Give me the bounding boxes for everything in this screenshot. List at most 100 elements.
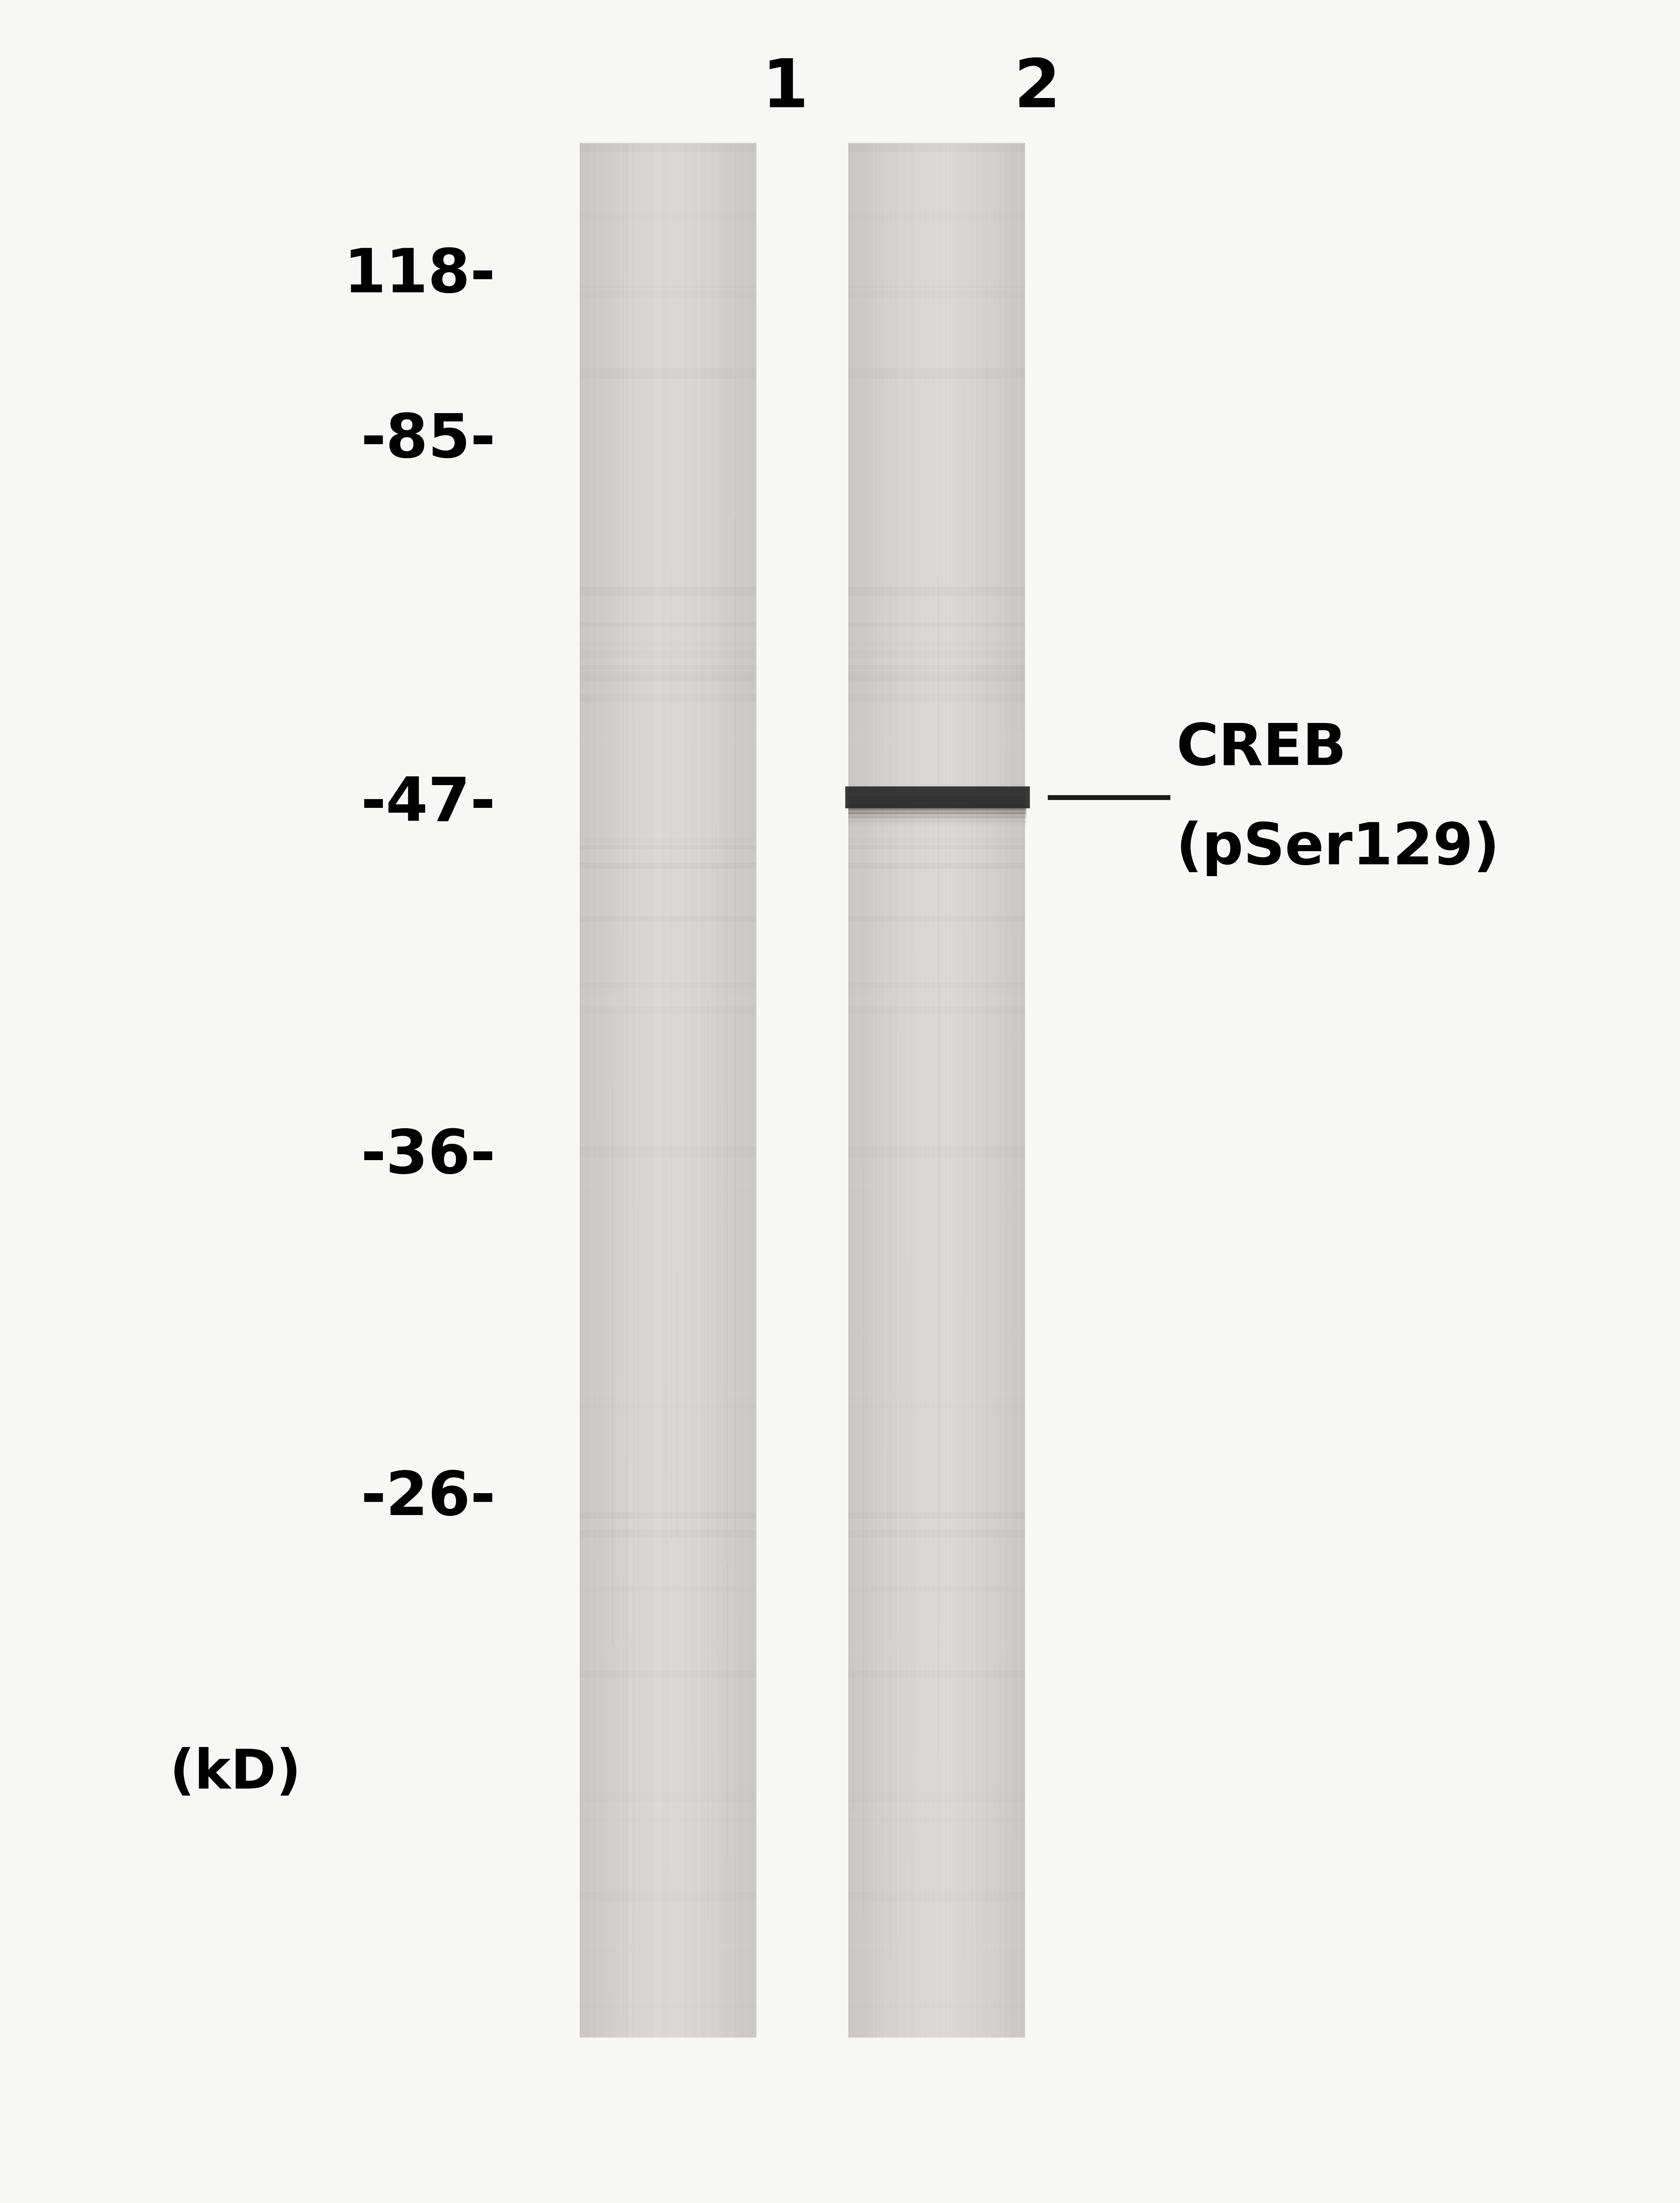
Bar	[909, 143, 911, 2038]
Bar	[848, 672, 1025, 681]
Bar	[627, 143, 628, 2038]
Bar	[890, 143, 892, 2038]
Bar	[670, 143, 672, 2038]
Bar	[580, 694, 756, 701]
Bar	[672, 143, 674, 2038]
Bar	[600, 143, 601, 2038]
Bar	[580, 214, 756, 223]
Bar	[643, 143, 647, 2038]
Bar	[973, 143, 974, 2038]
Bar	[580, 1357, 756, 1366]
Bar	[917, 143, 919, 2038]
Bar	[848, 284, 1025, 289]
Bar	[1001, 143, 1003, 2038]
Bar	[864, 143, 865, 2038]
Bar	[690, 143, 692, 2038]
Bar	[1018, 143, 1021, 2038]
Bar	[848, 2022, 1025, 2025]
Bar	[848, 1146, 1025, 1157]
Bar	[848, 1068, 1025, 1073]
Bar	[1003, 143, 1005, 2038]
Bar	[996, 143, 998, 2038]
Bar	[848, 983, 1025, 987]
Bar	[1013, 143, 1015, 2038]
Bar	[596, 143, 598, 2038]
Bar	[580, 1672, 756, 1679]
Bar	[914, 143, 916, 2038]
Bar	[848, 1828, 1025, 1833]
Bar	[848, 590, 1025, 595]
Bar	[580, 864, 756, 868]
Bar	[754, 143, 756, 2038]
Bar	[897, 143, 899, 2038]
Bar	[906, 143, 907, 2038]
Bar	[848, 1791, 1025, 1802]
Bar	[736, 143, 738, 2038]
Bar	[709, 143, 711, 2038]
Bar	[877, 143, 879, 2038]
Bar	[679, 143, 682, 2038]
Bar	[712, 143, 714, 2038]
Bar	[848, 143, 850, 2038]
Bar	[588, 143, 590, 2038]
Bar	[984, 143, 986, 2038]
Bar	[850, 143, 852, 2038]
Bar	[902, 143, 904, 2038]
Bar	[932, 143, 934, 2038]
Bar	[853, 143, 855, 2038]
Bar	[580, 586, 756, 597]
Bar	[1006, 143, 1010, 2038]
Bar	[986, 143, 988, 2038]
Text: -36-: -36-	[361, 1128, 496, 1185]
Bar	[971, 143, 974, 2038]
Bar	[732, 143, 734, 2038]
Bar	[719, 143, 721, 2038]
Bar	[936, 143, 937, 2038]
Bar	[580, 143, 581, 2038]
Bar	[848, 1672, 1025, 1679]
Bar	[739, 143, 741, 2038]
Bar	[848, 1892, 1025, 1895]
Bar	[580, 1943, 756, 1950]
Bar	[848, 698, 1025, 701]
Bar	[948, 143, 951, 2038]
Bar	[944, 143, 946, 2038]
Bar	[988, 143, 990, 2038]
Bar	[580, 1828, 756, 1833]
Bar	[858, 143, 860, 2038]
Bar	[959, 143, 961, 2038]
Bar	[722, 143, 724, 2038]
Bar	[1015, 143, 1016, 2038]
Bar	[580, 1586, 756, 1593]
Bar	[598, 143, 600, 2038]
Bar	[702, 143, 704, 2038]
Bar	[948, 143, 949, 2038]
Text: -26-: -26-	[361, 1469, 496, 1527]
Bar	[924, 143, 926, 2038]
Bar	[848, 1256, 1025, 1258]
Bar	[660, 143, 662, 2038]
Bar	[655, 143, 657, 2038]
Bar	[961, 143, 963, 2038]
Bar	[580, 756, 756, 764]
Bar	[586, 143, 588, 2038]
Bar	[848, 738, 1025, 747]
Bar	[848, 1943, 1025, 1950]
Bar	[674, 143, 675, 2038]
Bar	[647, 143, 648, 2038]
Bar	[635, 143, 637, 2038]
Bar	[983, 143, 984, 2038]
Bar	[848, 1806, 1025, 1815]
Bar	[655, 143, 659, 2038]
Bar	[687, 143, 689, 2038]
Bar	[580, 650, 756, 659]
Bar	[615, 143, 617, 2038]
Bar	[848, 273, 1025, 278]
Bar	[664, 143, 665, 2038]
Bar	[953, 143, 954, 2038]
Bar	[860, 143, 862, 2038]
Bar	[968, 143, 969, 2038]
Bar	[855, 143, 857, 2038]
Bar	[608, 143, 612, 2038]
Bar	[931, 143, 932, 2038]
